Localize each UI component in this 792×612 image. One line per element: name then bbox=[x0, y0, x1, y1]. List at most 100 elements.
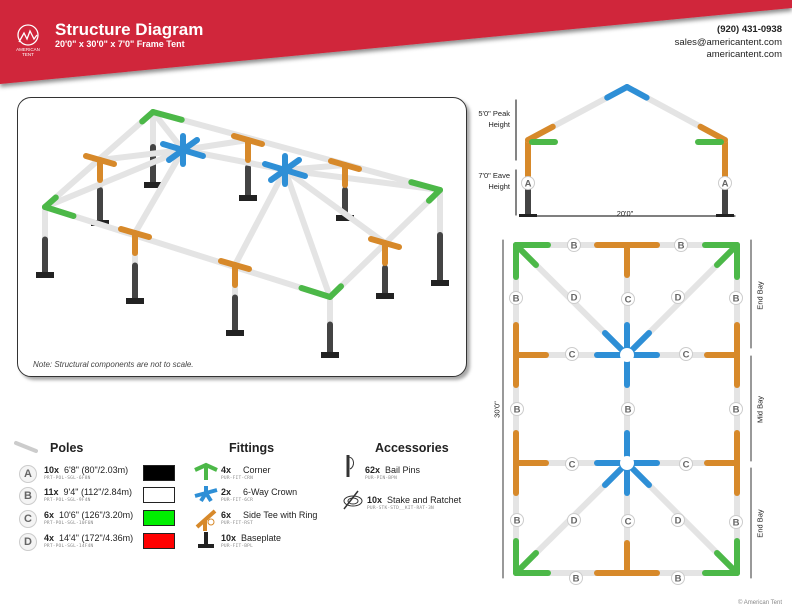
pole-d-badge bbox=[567, 513, 581, 527]
pole-d-badge bbox=[671, 513, 685, 527]
pole-size: 14'4" (172"/4.36m) bbox=[59, 533, 134, 543]
fitting-name: 6-Way Crown bbox=[243, 487, 298, 497]
fitting-row: 10x Baseplate PUR-FIT-BPL bbox=[193, 530, 281, 555]
pole-d-label: D bbox=[675, 293, 682, 304]
pole-c-badge bbox=[565, 347, 579, 361]
bay-label-end-1: End Bay bbox=[755, 281, 765, 310]
pole-b-label: B bbox=[625, 405, 632, 416]
accessory-part-number: PUR-STK-STD__KIT-RAT-3N bbox=[367, 506, 434, 511]
pole-c-label: C bbox=[625, 517, 632, 528]
fitting-qty: 4x bbox=[221, 465, 232, 475]
pole-letter-badge: B bbox=[19, 487, 37, 505]
accessory-part-number: PUR-PIN-BPN bbox=[365, 476, 398, 481]
baseplate bbox=[336, 215, 354, 221]
rafter-pole bbox=[232, 167, 288, 268]
email-link[interactable]: sales@americantent.com bbox=[674, 37, 782, 48]
baseplate bbox=[431, 280, 449, 286]
eave-pole bbox=[42, 204, 333, 300]
pole-b-label: B bbox=[514, 516, 521, 527]
pole-size: 6'8" (80"/2.03m) bbox=[64, 465, 129, 475]
peak-height-label: 5'0" Peak Height bbox=[478, 109, 510, 129]
pole-row: D 4x 14'4" (172"/4.36m) PRT-POL-SGL-14F4N bbox=[19, 533, 133, 551]
baseplate bbox=[716, 214, 734, 217]
pole-c-badge bbox=[621, 514, 635, 528]
pole-size: 10'6" (126"/3.20m) bbox=[59, 510, 134, 520]
pole-row: A 10x 6'8" (80"/2.03m) PRT-POL-SGL-6F8N bbox=[19, 465, 128, 483]
pole-b-badge bbox=[509, 291, 523, 305]
corner-fitting bbox=[714, 242, 740, 268]
scale-note: Note: Structural components are not to s… bbox=[33, 360, 194, 369]
rafter-pole bbox=[132, 147, 186, 236]
pole-qty: 10x bbox=[44, 465, 60, 475]
pole-d-label: D bbox=[571, 293, 578, 304]
rafter-pole bbox=[282, 167, 388, 246]
crown bbox=[604, 84, 630, 101]
crown-center bbox=[620, 348, 634, 362]
pole-qty: 11x bbox=[44, 487, 59, 497]
pole-b-label: B bbox=[678, 241, 685, 252]
pole-part-number: PRT-POL-SGL-6F8N bbox=[44, 476, 91, 481]
pole-c-label: C bbox=[625, 295, 632, 306]
plan-view-diagram: B B B B D D C C C B B B C C B B D D C B B bbox=[502, 238, 752, 585]
rafter-pole bbox=[282, 167, 333, 300]
pole-d-badge bbox=[671, 290, 685, 304]
eave-height-label: 7'0" Eave Height bbox=[478, 171, 510, 191]
side-tee bbox=[697, 123, 728, 143]
pole-row: B 11x 9'4" (112"/2.84m) PRT-POL-SGL-9F4N bbox=[19, 487, 132, 505]
pole-color-swatch bbox=[143, 487, 175, 503]
pole-b-badge bbox=[510, 402, 524, 416]
corner-fitting-icon bbox=[193, 462, 219, 487]
rafter-pole bbox=[97, 147, 186, 163]
pole-b-label: B bbox=[733, 405, 740, 416]
corner-fitting bbox=[42, 204, 77, 219]
accessory-name: Bail Pins bbox=[385, 465, 421, 475]
pole-b-badge bbox=[510, 513, 524, 527]
fitting-row: 2x 6-Way Crown PUR-FIT-6CR bbox=[193, 484, 297, 509]
fitting-part-number: PUR-FIT-CRN bbox=[221, 476, 254, 481]
corner-fitting bbox=[298, 285, 333, 300]
svg-text:TENT: TENT bbox=[22, 52, 34, 57]
fitting-name: Side Tee with Ring bbox=[243, 510, 318, 520]
rafter-pole bbox=[180, 137, 251, 153]
pole-c-label: C bbox=[683, 460, 690, 471]
rafter-pole bbox=[282, 162, 348, 173]
tent-3d-render bbox=[36, 109, 449, 358]
pole-a-badge bbox=[521, 176, 535, 190]
fittings-heading: Fittings bbox=[229, 441, 275, 455]
page-subtitle: 20'0" x 30'0" x 7'0" Frame Tent bbox=[55, 39, 185, 49]
fitting-row: 6x Side Tee with Ring PUR-FIT-RST bbox=[193, 507, 317, 536]
baseplate-icon bbox=[193, 530, 219, 555]
rafter-pole bbox=[282, 167, 443, 193]
baseplate bbox=[519, 214, 537, 217]
website-link[interactable]: americantent.com bbox=[706, 49, 782, 60]
eave-pole bbox=[150, 109, 443, 193]
pole-a-badge bbox=[718, 176, 732, 190]
fitting-row: 4x Corner PUR-FIT-CRN bbox=[193, 462, 271, 487]
pole-c-label: C bbox=[569, 350, 576, 361]
pole-qty: 6x bbox=[44, 510, 55, 520]
accessory-qty: 10x bbox=[367, 495, 383, 505]
american-tent-logo: AMERICAN TENT bbox=[16, 24, 40, 57]
width-label: 20'0" bbox=[616, 209, 634, 218]
side-tee-fitting-icon bbox=[193, 507, 219, 536]
baseplate bbox=[321, 352, 339, 358]
pole-c-badge bbox=[679, 457, 693, 471]
pole-b-label: B bbox=[573, 574, 580, 585]
pole-icon bbox=[14, 441, 38, 453]
corner-fitting bbox=[513, 550, 539, 576]
pole-d-badge bbox=[567, 290, 581, 304]
page-title: Structure Diagram bbox=[55, 20, 204, 39]
baseplate bbox=[144, 182, 162, 188]
corner-fitting bbox=[150, 109, 185, 123]
pole-qty: 4x bbox=[44, 533, 55, 543]
accessory-row: 10x Stake and Ratchet PUR-STK-STD__KIT-RA… bbox=[340, 489, 461, 516]
pole-part-number: PRT-POL-SGL-10F6N bbox=[44, 521, 94, 526]
baseplate bbox=[376, 293, 394, 299]
pole-b-badge bbox=[567, 238, 581, 252]
pole-b-label: B bbox=[514, 405, 521, 416]
bay-label-end-2: End Bay bbox=[755, 509, 765, 538]
baseplate bbox=[239, 195, 257, 201]
fitting-part-number: PUR-FIT-RST bbox=[221, 521, 254, 526]
bay-label-mid: Mid Bay bbox=[755, 395, 765, 424]
fitting-qty: 6x bbox=[221, 510, 232, 520]
